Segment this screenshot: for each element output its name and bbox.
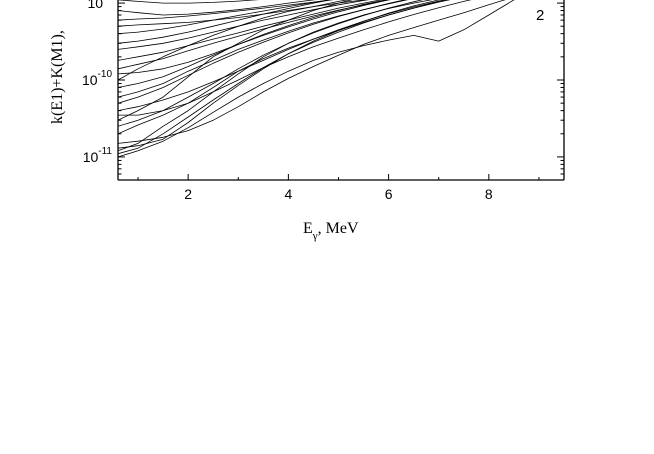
- thin-curve-16: [118, 0, 446, 149]
- y-tick-label: 10-11: [83, 146, 113, 165]
- thin-curve-22: [118, 0, 451, 155]
- x-tick-label: 8: [485, 186, 493, 202]
- y-tick-label-base: 10: [82, 72, 98, 88]
- thin-curve-21: [118, 0, 332, 35]
- x-tick-label: 6: [385, 186, 393, 202]
- x-tick-label: 4: [284, 186, 292, 202]
- y-tick-label-exponent: -11: [98, 146, 112, 157]
- thin-curve-2: [118, 0, 349, 81]
- y-axis-title: k(E1)+K(M1),: [49, 30, 66, 124]
- y-tick-label-exponent: -9: [103, 0, 112, 3]
- x-axis-title-suffix: , MeV: [318, 220, 359, 237]
- thin-curve-5: [118, 0, 317, 16]
- y-tick-label-base: 10: [88, 0, 104, 11]
- thin-curve-15: [118, 0, 370, 50]
- thin-curve-19: [118, 0, 391, 70]
- thin-curve-14: [118, 0, 388, 88]
- thin-curve-6: [118, 0, 447, 135]
- y-tick-label-exponent: -10: [98, 69, 113, 80]
- thin-curve-9: [118, 0, 506, 144]
- thin-curve-20: [118, 0, 472, 116]
- thin-curve-3: [118, 0, 366, 27]
- x-axis-title-subscript: γ: [312, 230, 318, 242]
- x-axis-title-main: E: [303, 220, 313, 237]
- thin-curve-10: [118, 0, 383, 61]
- thin-curve-18: [118, 0, 424, 127]
- y-tick-label: 10-9: [88, 0, 113, 11]
- thin-curve-1: [118, 0, 353, 121]
- thin-curve-23: [118, 0, 391, 75]
- y-tick-label: 10-10: [82, 69, 112, 88]
- x-axis-ticks: 2 4 6 8: [137, 174, 540, 202]
- thin-curve-12: [118, 0, 260, 4]
- thin-curve-13: [118, 0, 515, 158]
- y-tick-label-base: 10: [83, 149, 99, 165]
- curve-label: 2: [536, 7, 544, 24]
- thin-curve-8: [118, 0, 409, 98]
- x-axis-title: Eγ, MeV: [303, 220, 359, 242]
- thin-curve-11: [118, 0, 441, 111]
- curve-family: [118, 0, 515, 158]
- thin-curve-4: [118, 0, 433, 152]
- x-tick-label: 2: [184, 186, 192, 202]
- thin-curve-24: [118, 0, 406, 104]
